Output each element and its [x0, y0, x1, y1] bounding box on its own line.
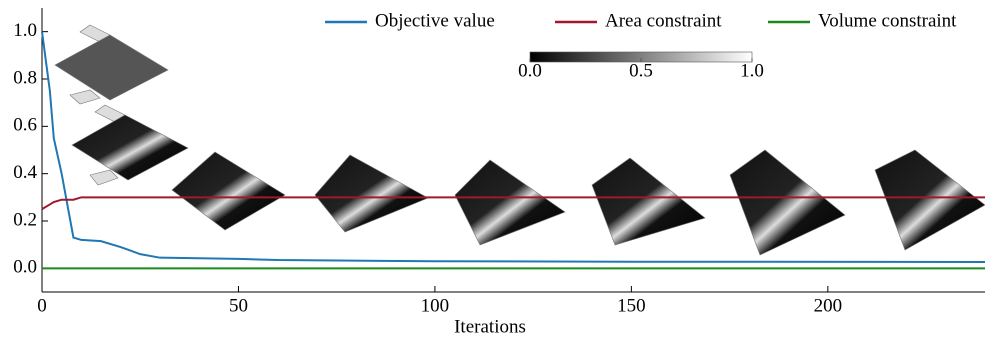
y-tick-label: 1.0 [13, 20, 37, 41]
inset-shape [592, 158, 705, 245]
y-tick-label: 0.2 [13, 209, 37, 230]
inset-shape [172, 152, 285, 230]
legend-label: Objective value [375, 10, 495, 31]
inset-shape [55, 35, 168, 100]
inset-tab [70, 90, 100, 104]
x-axis-label: Iterations [454, 316, 526, 337]
inset-shape [875, 150, 985, 250]
y-tick-label: 0.4 [13, 162, 37, 183]
colorbar-tick-label: 0.0 [518, 60, 542, 81]
inset-shape [72, 115, 188, 180]
y-tick-label: 0.6 [13, 115, 37, 136]
y-tick-label: 0.0 [13, 257, 37, 278]
x-tick-label: 0 [37, 295, 47, 316]
colorbar-tick-label: 1.0 [740, 60, 764, 81]
x-tick-label: 200 [814, 295, 843, 316]
inset-shape [730, 150, 845, 255]
y-tick-label: 0.8 [13, 67, 37, 88]
legend-label: Volume constraint [818, 10, 957, 31]
chart: Iterations 0.0 0.2 0.4 0.6 0.8 1.0 0 50 100 150 20… [0, 0, 985, 342]
legend-label: Area constraint [605, 10, 722, 31]
inset-tab [90, 170, 118, 185]
x-tick-label: 150 [617, 295, 646, 316]
inset-shape [315, 155, 428, 232]
colorbar-tick-label: 0.5 [629, 60, 653, 81]
x-tick-label: 50 [229, 295, 248, 316]
inset-shape [455, 160, 565, 245]
x-tick-label: 100 [421, 295, 450, 316]
